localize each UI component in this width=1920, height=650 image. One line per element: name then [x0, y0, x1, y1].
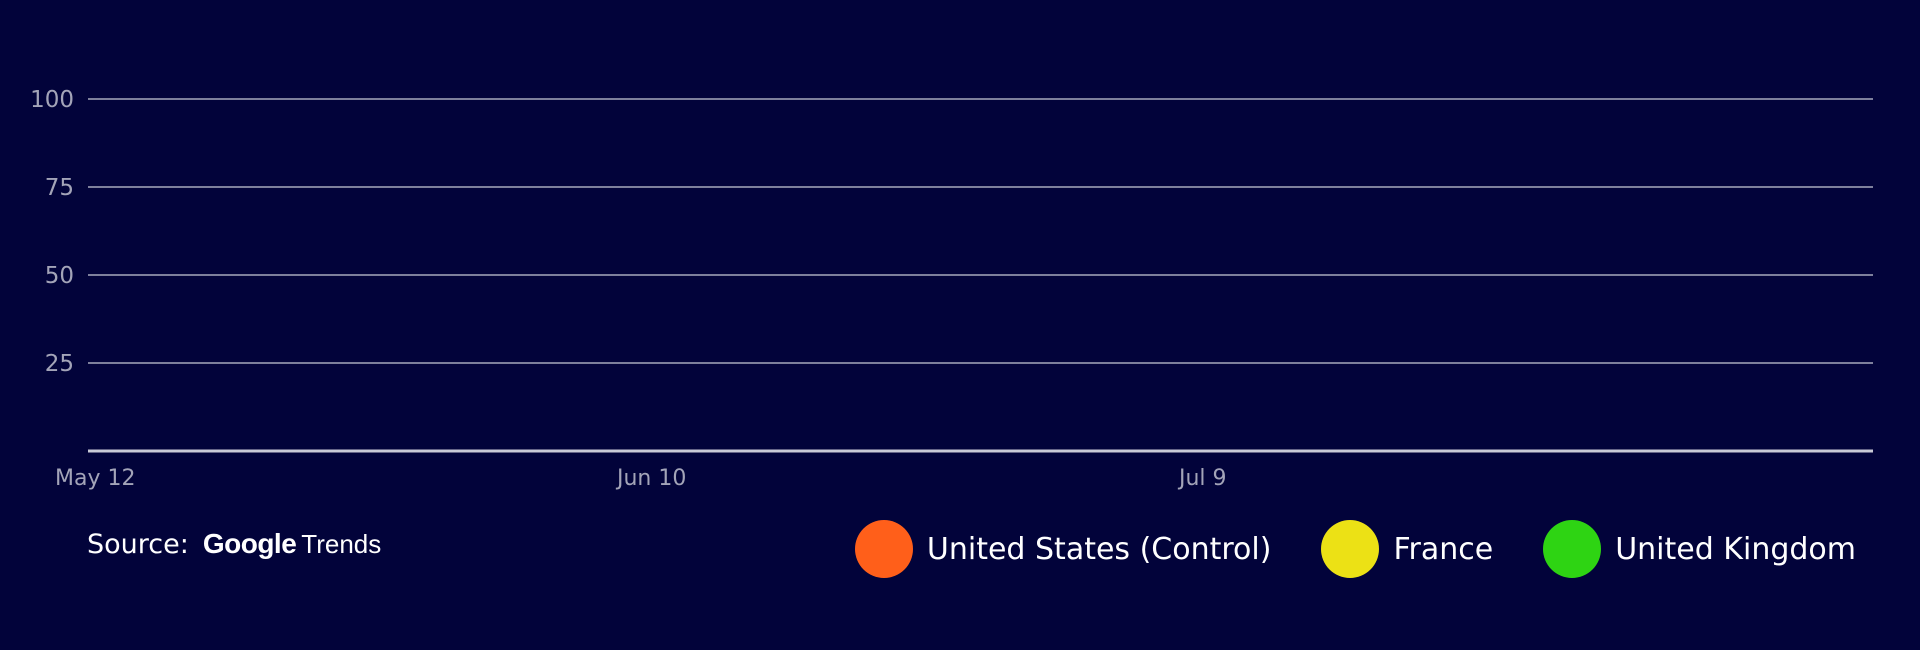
google-logo: Google [202, 528, 297, 559]
trends-logo-text: Trends [301, 529, 382, 559]
chart-legend: United States (Control) France United Ki… [854, 520, 1856, 578]
legend-label-france: France [1393, 531, 1494, 567]
legend-swatch-united-kingdom [1543, 520, 1602, 578]
source-label: Source: [87, 529, 189, 560]
legend-swatch-france [1321, 520, 1380, 578]
y-tick-label-75: 75 [45, 175, 74, 201]
y-tick-label-100: 100 [30, 87, 74, 113]
source-attribution: Source: Google Trends [87, 528, 381, 560]
y-tick-label-50: 50 [45, 263, 74, 289]
legend-item-france: France [1321, 520, 1493, 578]
legend-item-united-kingdom: United Kingdom [1543, 520, 1856, 578]
legend-label-united-kingdom: United Kingdom [1615, 531, 1856, 567]
y-tick-label-25: 25 [45, 351, 74, 377]
x-tick-label-0: May 12 [55, 466, 135, 491]
legend-item-united-states: United States (Control) [854, 520, 1272, 578]
x-tick-label-1: Jun 10 [615, 466, 686, 491]
x-tick-label-2: Jul 9 [1177, 466, 1227, 491]
legend-label-united-states: United States (Control) [926, 531, 1272, 567]
legend-swatch-united-states [854, 520, 913, 578]
